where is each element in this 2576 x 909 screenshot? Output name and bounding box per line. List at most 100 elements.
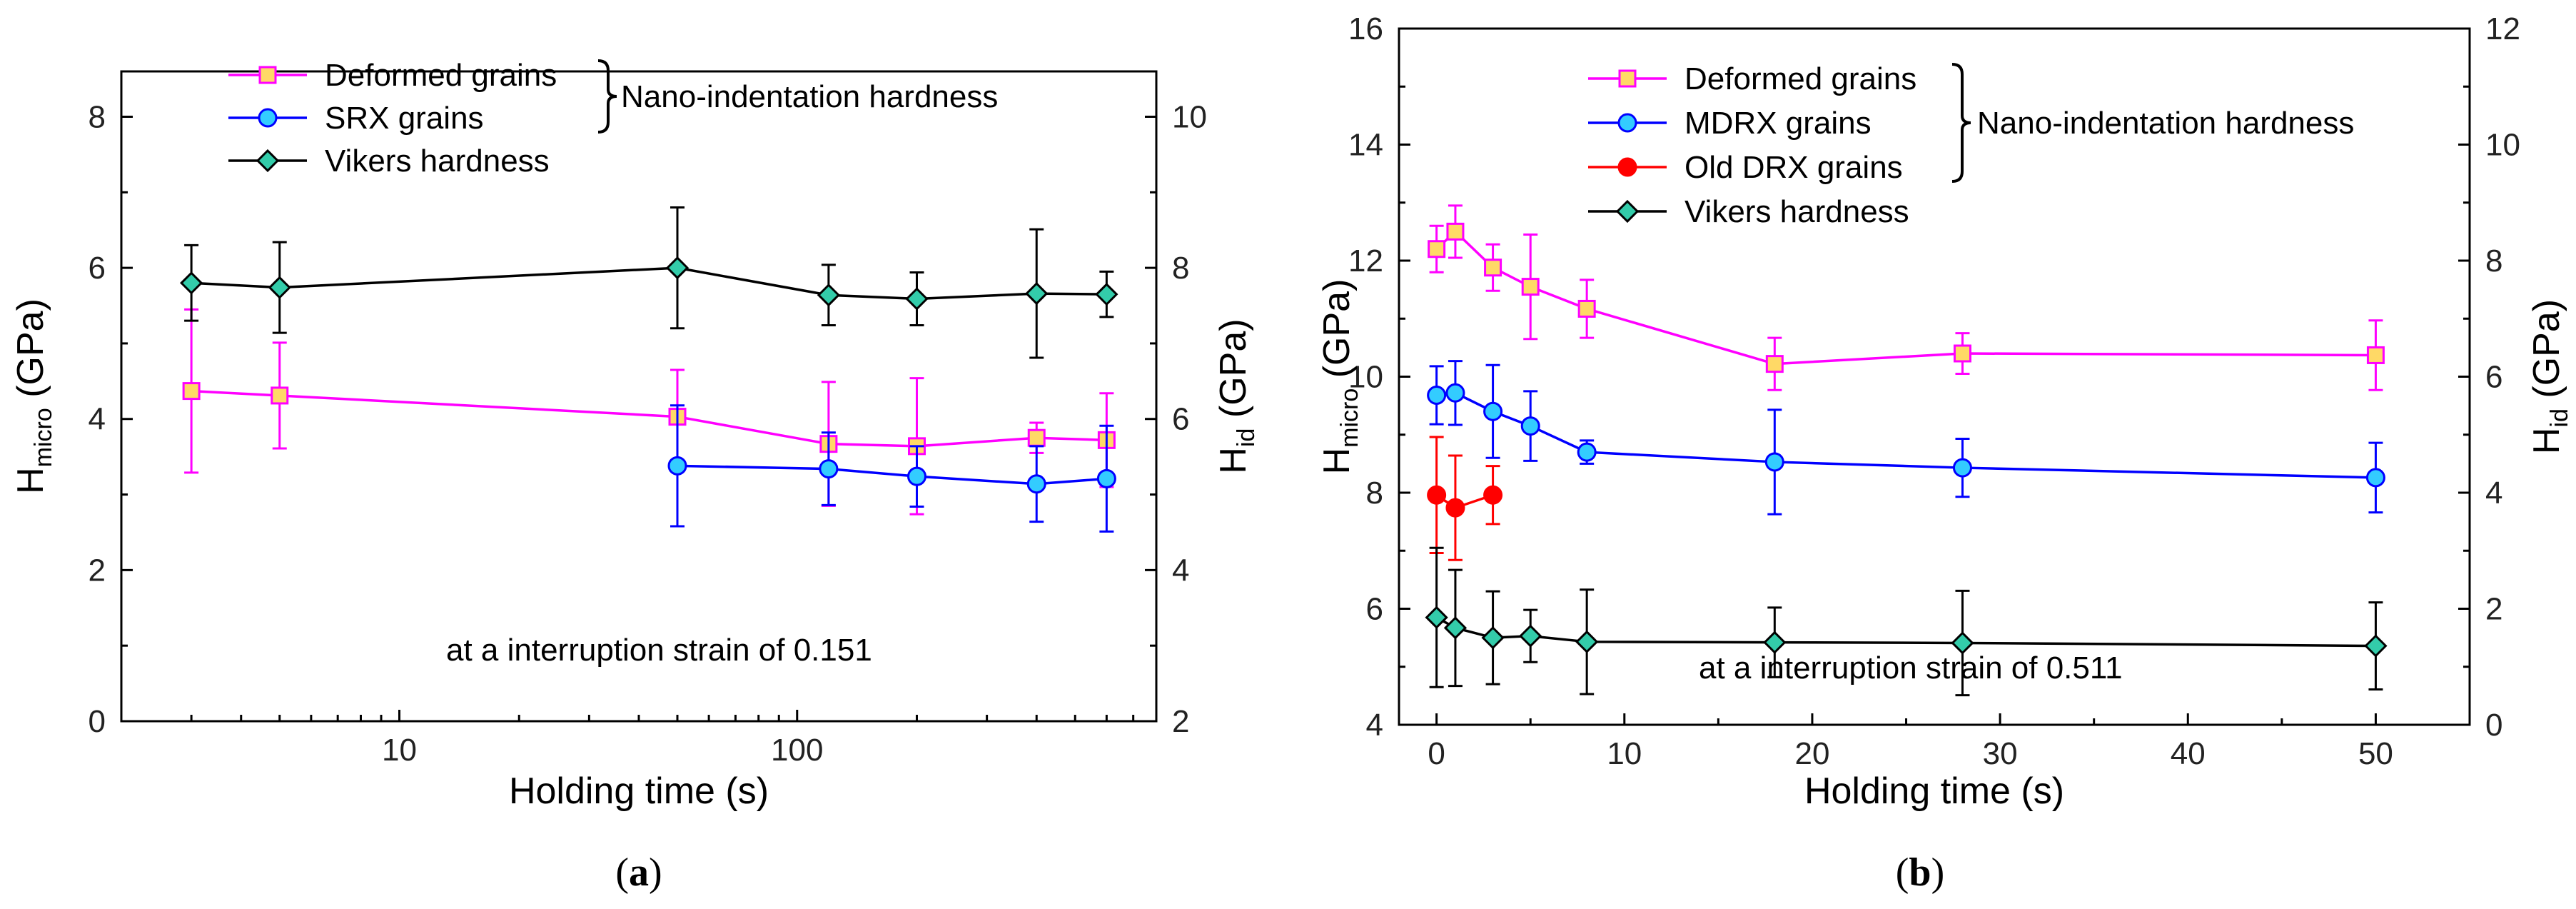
y2-axis-title-main: H bbox=[1213, 447, 1254, 474]
data-point bbox=[182, 382, 201, 401]
y2-axis-title: Hid (GPa) bbox=[2526, 299, 2573, 454]
data-point bbox=[1483, 485, 1503, 505]
series-srx-grains bbox=[667, 404, 1116, 533]
data-point bbox=[1953, 344, 1971, 363]
data-point bbox=[1446, 222, 1465, 241]
y-tick-label: 16 bbox=[1348, 11, 1383, 46]
y-axis-title: Hmicro (GPa) bbox=[10, 298, 57, 494]
data-point bbox=[1764, 452, 1784, 472]
y2-axis-title-unit: (GPa) bbox=[1213, 318, 1254, 428]
data-point bbox=[2365, 468, 2385, 488]
legend-marker bbox=[258, 66, 277, 84]
brace-label: Nano-indentation hardness bbox=[1977, 106, 2354, 141]
y2-tick-label: 6 bbox=[2485, 360, 2502, 395]
data-point bbox=[268, 276, 291, 299]
y2-tick-label: 8 bbox=[2485, 243, 2502, 278]
chart-panel-b: 0 10 20 30 40 50 4 6 8 10 12 14 16 0 2 4 6 8 10 12 Holding t… bbox=[1316, 11, 2573, 895]
x-tick-label: 50 bbox=[2358, 736, 2393, 771]
panel-label-letter: b bbox=[1909, 850, 1931, 895]
panel-label-letter: a bbox=[629, 850, 649, 895]
data-point bbox=[1765, 355, 1784, 373]
legend-marker bbox=[256, 149, 280, 173]
y-tick-label: 14 bbox=[1348, 128, 1383, 163]
y2-axis-title: Hid (GPa) bbox=[1213, 318, 1260, 473]
x-tick-label: 10 bbox=[1607, 736, 1642, 771]
y-tick-label: 8 bbox=[89, 99, 106, 134]
y-tick-label: 12 bbox=[1348, 243, 1383, 278]
data-point bbox=[1025, 281, 1049, 306]
data-point bbox=[1520, 416, 1540, 436]
data-point bbox=[1481, 626, 1505, 650]
y-axis-title: Hmicro (GPa) bbox=[1316, 279, 1363, 475]
panel-label: (b) bbox=[1896, 850, 1944, 895]
y2-axis-title-sub: id bbox=[2546, 408, 2573, 427]
strain-annotation: at a interruption strain of 0.151 bbox=[446, 633, 872, 668]
series-line bbox=[191, 266, 1107, 301]
data-point bbox=[665, 256, 690, 280]
series-mdrx-grains bbox=[1427, 360, 2385, 516]
y2-axis-title-sub: id bbox=[1233, 428, 1260, 447]
y2-tick-label: 2 bbox=[2485, 592, 2502, 627]
legend-marker bbox=[1617, 113, 1637, 133]
series-line bbox=[1436, 391, 2376, 479]
legend-marker bbox=[1615, 199, 1640, 224]
y-tick-label: 6 bbox=[1366, 592, 1383, 627]
y2-tick-label: 4 bbox=[2485, 476, 2502, 511]
data-point bbox=[1577, 299, 1596, 318]
y-axis-title-sub: micro bbox=[30, 408, 57, 467]
data-point bbox=[1096, 468, 1116, 488]
y-tick-label: 8 bbox=[1366, 476, 1383, 511]
data-point bbox=[1577, 442, 1597, 462]
legend: Deformed grains MDRX grains Old DRX grains… bbox=[1588, 61, 2354, 229]
x-tick-label: 100 bbox=[771, 733, 823, 768]
x-tick-label: 40 bbox=[2171, 736, 2206, 771]
panel-label-close: ) bbox=[649, 850, 662, 895]
x-tick-label: 0 bbox=[1428, 736, 1445, 771]
data-point bbox=[1095, 283, 1118, 306]
y2-tick-label: 12 bbox=[2485, 11, 2520, 46]
data-point bbox=[907, 466, 927, 486]
data-point bbox=[1445, 383, 1465, 403]
data-point bbox=[1483, 401, 1503, 421]
y-tick-label: 4 bbox=[89, 402, 106, 437]
y2-tick-label: 0 bbox=[2485, 708, 2502, 743]
data-point bbox=[1427, 485, 1447, 505]
y2-axis-title-main: H bbox=[2526, 428, 2567, 455]
data-point bbox=[1027, 428, 1046, 447]
data-point bbox=[1484, 258, 1502, 277]
data-point bbox=[1521, 278, 1540, 296]
series-deformed-grains bbox=[182, 308, 1116, 516]
legend: Deformed grains SRX grains Vikers hardness… bbox=[228, 58, 998, 179]
legend-label: SRX grains bbox=[325, 101, 484, 136]
y2-tick-label: 8 bbox=[1172, 251, 1189, 286]
x-tick-label: 10 bbox=[382, 733, 417, 768]
data-point bbox=[1026, 474, 1046, 494]
legend-marker bbox=[1617, 157, 1637, 177]
data-point bbox=[1951, 631, 1974, 655]
panel-label: (a) bbox=[615, 850, 662, 895]
y-axis-title-unit: (GPa) bbox=[10, 298, 51, 408]
legend-brace bbox=[597, 59, 617, 134]
data-point bbox=[1428, 240, 1446, 258]
panel-label-close: ) bbox=[1931, 850, 1945, 895]
legend-label: Deformed grains bbox=[1684, 61, 1916, 96]
y-axis-title-main: H bbox=[1316, 448, 1358, 475]
series-deformed-grains bbox=[1428, 204, 2385, 391]
y-axis-title-main: H bbox=[10, 467, 51, 494]
data-point bbox=[1427, 386, 1447, 405]
data-point bbox=[1443, 616, 1468, 640]
data-point bbox=[2364, 634, 2388, 658]
data-point bbox=[905, 287, 929, 311]
data-point bbox=[180, 271, 203, 295]
legend-label: Vikers hardness bbox=[1684, 194, 1909, 229]
legend-brace bbox=[1951, 63, 1971, 183]
y-axis-title-unit: (GPa) bbox=[1316, 279, 1358, 388]
data-point bbox=[1425, 606, 1448, 629]
legend-label: Old DRX grains bbox=[1684, 150, 1903, 185]
data-point bbox=[1575, 630, 1599, 653]
data-point bbox=[271, 386, 289, 405]
series-vikers-hardness bbox=[1425, 546, 2388, 697]
data-point bbox=[819, 459, 839, 479]
legend-marker bbox=[1618, 69, 1637, 88]
